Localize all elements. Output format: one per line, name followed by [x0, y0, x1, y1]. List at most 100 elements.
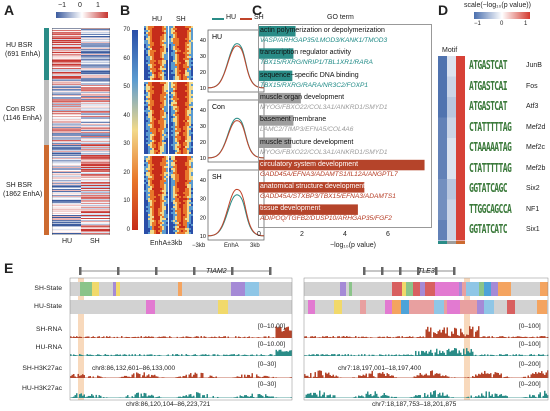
- signal-bar: [238, 376, 240, 378]
- signal-bar: [416, 375, 418, 378]
- heatmap-b-cell: [164, 32, 166, 34]
- heatmap-b-cell: [164, 82, 166, 84]
- heatmap-b-cell: [148, 146, 150, 148]
- heatmap-b-cell: [156, 148, 158, 150]
- signal-bar: [467, 351, 469, 356]
- heatmap-b-cell: [177, 150, 179, 152]
- heatmap-b-cell: [171, 166, 173, 168]
- heatmap-b-cell: [152, 54, 154, 56]
- heatmap-b-cell: [183, 144, 185, 146]
- heatmap-b-cell: [146, 102, 148, 104]
- signal-bar: [287, 351, 289, 356]
- chromatin-state-segment: [135, 300, 146, 314]
- heatmap-b-cell: [173, 216, 175, 218]
- heatmap-b-cell: [146, 112, 148, 114]
- gene-exon: [155, 267, 158, 275]
- heatmap-b-cell: [156, 126, 158, 128]
- signal-bar: [160, 355, 162, 356]
- signal-bar: [196, 373, 198, 378]
- heatmap-b-cell: [150, 38, 152, 40]
- heatmap-b-cell: [169, 198, 171, 200]
- heatmap-a-cell: [52, 208, 81, 210]
- signal-bar: [275, 377, 277, 378]
- heatmap-a-cell: [52, 119, 81, 121]
- heatmap-a-cell: [52, 223, 81, 225]
- signal-bar: [320, 396, 322, 398]
- heatmap-b-cell: [189, 226, 191, 228]
- heatmap-b-cell: [156, 72, 158, 74]
- heatmap-b-cell: [164, 166, 166, 168]
- heatmap-b-cell: [189, 46, 191, 48]
- heatmap-b-cell: [160, 104, 162, 106]
- heatmap-b-cell: [189, 84, 191, 86]
- signal-bar: [104, 354, 106, 356]
- heatmap-b-cell: [169, 56, 171, 58]
- heatmap-b-cell: [173, 72, 175, 74]
- heatmap-b-cell: [175, 74, 177, 76]
- signal-bar: [314, 336, 316, 338]
- heatmap-a-cell: [81, 152, 110, 154]
- heatmap-b-cell: [144, 40, 146, 42]
- heatmap-a-cell: [52, 74, 81, 76]
- heatmap-b-cell: [156, 230, 158, 232]
- signal-bar: [466, 348, 468, 356]
- signal-bar: [391, 396, 393, 398]
- heatmap-b-cell: [177, 96, 179, 98]
- heatmap-b-cell: [144, 84, 146, 86]
- heatmap-a-cell: [52, 166, 81, 168]
- panel-a-hu-count: (691 EnhA): [5, 51, 41, 58]
- heatmap-b-cell: [160, 92, 162, 94]
- heatmap-b-cell: [144, 64, 146, 66]
- heatmap-a-cell: [52, 147, 81, 149]
- heatmap-b-cell: [169, 82, 171, 84]
- heatmap-b-cell: [152, 102, 154, 104]
- heatmap-b-cell: [156, 216, 158, 218]
- heatmap-b-cell: [169, 64, 171, 66]
- heatmap-a-cell: [52, 217, 81, 219]
- signal-bar: [125, 396, 127, 398]
- signal-bar: [263, 375, 265, 378]
- heatmap-b-cell: [162, 78, 164, 80]
- heatmap-a-cell: [52, 193, 81, 195]
- heatmap-b-cell: [169, 62, 171, 64]
- heatmap-a-cell: [81, 70, 110, 72]
- heatmap-b-cell: [158, 48, 160, 50]
- signal-bar: [472, 326, 474, 338]
- signal-bar: [323, 354, 325, 356]
- panel-e-right-coord: chr7:18,187,753–18,201,875: [372, 401, 457, 408]
- signal-bar: [175, 354, 177, 356]
- heatmap-a-cell: [81, 217, 110, 219]
- signal-bar: [427, 353, 429, 356]
- chromatin-state-segment: [345, 300, 353, 314]
- signal-bar: [485, 337, 487, 338]
- chromatin-state-segment: [286, 282, 292, 296]
- heatmap-b-cell: [158, 58, 160, 60]
- heatmap-b-cell: [162, 164, 164, 166]
- signal-bar: [505, 395, 507, 398]
- heatmap-b-cell: [179, 188, 181, 190]
- heatmap-b-cell: [191, 156, 193, 158]
- signal-bar: [290, 350, 292, 356]
- heatmap-b-cell: [175, 66, 177, 68]
- signal-bar: [442, 375, 444, 378]
- signal-bar: [235, 397, 237, 398]
- signal-bar: [92, 355, 94, 356]
- heatmap-b-cell: [179, 190, 181, 192]
- heatmap-b-cell: [162, 40, 164, 42]
- heatmap-b-cell: [150, 120, 152, 122]
- signal-bar: [542, 395, 544, 398]
- heatmap-b-cell: [144, 180, 146, 182]
- heatmap-b-cell: [152, 92, 154, 94]
- heatmap-b-cell: [152, 138, 154, 140]
- signal-bar: [278, 349, 280, 356]
- heatmap-b-cell: [166, 26, 168, 28]
- heatmap-b-cell: [175, 46, 177, 48]
- heatmap-a-cell: [81, 187, 110, 189]
- motif-cell: [456, 199, 465, 220]
- heatmap-b-cell: [171, 130, 173, 132]
- heatmap-a-cell: [81, 226, 110, 228]
- heatmap-b-cell: [156, 56, 158, 58]
- signal-bar: [539, 354, 541, 356]
- heatmap-b-cell: [173, 186, 175, 188]
- heatmap-b-cell: [185, 186, 187, 188]
